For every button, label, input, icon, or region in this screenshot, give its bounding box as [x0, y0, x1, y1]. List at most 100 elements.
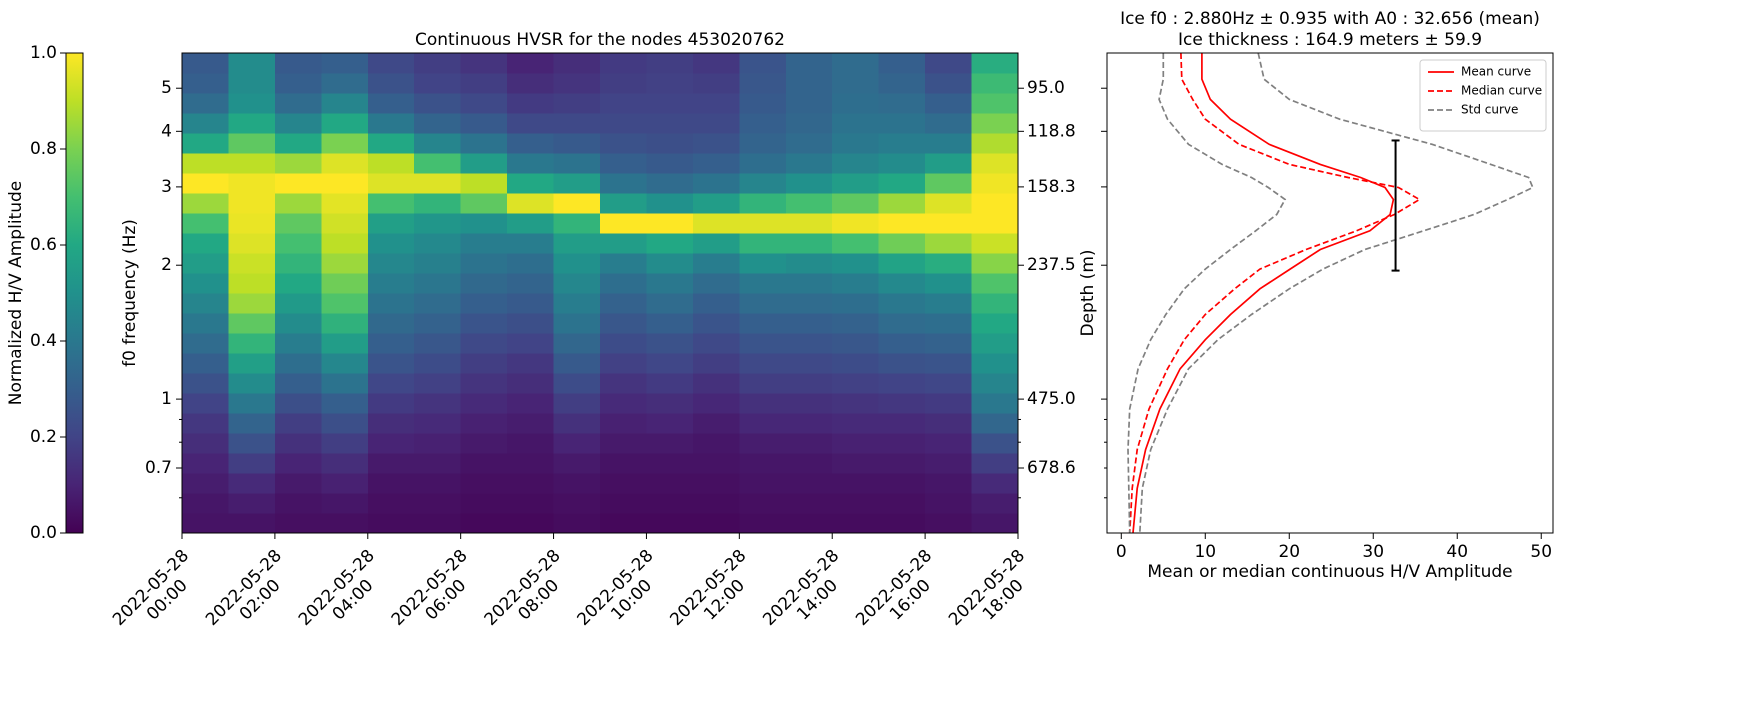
heatmap-cell — [878, 212, 926, 234]
heatmap-cell — [367, 333, 415, 354]
heatmap-cell — [739, 453, 787, 474]
heatmap-cell — [274, 353, 322, 374]
heatmap-cell — [414, 393, 462, 414]
heatmap-cell — [878, 413, 926, 434]
heatmap-cell — [182, 353, 230, 374]
heatmap-cell — [507, 92, 555, 114]
heatmap-cell — [832, 232, 880, 254]
heatmap-cell — [414, 152, 462, 174]
heatmap-cell — [367, 493, 415, 514]
heatmap-cell — [321, 333, 369, 354]
heatmap-cell — [182, 393, 230, 414]
heatmap-cell — [507, 512, 555, 534]
heatmap-cell — [600, 473, 648, 494]
heatmap-cell — [414, 293, 462, 314]
heatmap-cell — [925, 192, 973, 214]
heatmap-cell — [182, 132, 230, 154]
heatmap-cell — [600, 393, 648, 414]
heatmap-cell — [274, 373, 322, 394]
heatmap-cell — [600, 413, 648, 434]
heatmap-cell — [553, 333, 601, 354]
plot-frame — [1106, 52, 1554, 534]
heatmap-cell — [414, 53, 462, 74]
heatmap-cell — [274, 212, 322, 234]
heatmap-cell — [553, 53, 601, 74]
heatmap-cell — [785, 72, 833, 94]
x-axis-label: Mean or median continuous H/V Amplitude — [1147, 562, 1512, 582]
heatmap-cell — [182, 232, 230, 254]
heatmap-cell — [600, 212, 648, 234]
heatmap-cell — [460, 353, 508, 374]
heatmap-cell — [553, 293, 601, 314]
heatmap-cell — [182, 493, 230, 514]
heatmap-cell — [646, 92, 694, 114]
heatmap-cell — [367, 232, 415, 254]
heatmap-cell — [414, 253, 462, 274]
heatmap-cell — [971, 413, 1019, 434]
heatmap-cell — [925, 92, 973, 114]
heatmap-cell — [507, 253, 555, 274]
series-line — [1138, 52, 1534, 534]
heatmap-cell — [321, 212, 369, 234]
heatmap-cell — [646, 272, 694, 294]
heatmap-cell — [739, 253, 787, 274]
heatmap-cell — [600, 92, 648, 114]
heatmap-cell — [600, 172, 648, 194]
heatmap-cell — [971, 353, 1019, 374]
heatmap-cell — [878, 453, 926, 474]
heatmap-cell — [182, 433, 230, 454]
heatmap-cell — [785, 453, 833, 474]
heatmap-cell — [274, 313, 322, 334]
heatmap-cell — [414, 333, 462, 354]
heatmap-cell — [646, 293, 694, 314]
heatmap-cell — [785, 473, 833, 494]
heatmap-cell — [507, 152, 555, 174]
heatmap-cell — [228, 473, 276, 494]
legend-label: Median curve — [1461, 84, 1542, 98]
heatmap-cell — [971, 313, 1019, 334]
legend-label: Mean curve — [1461, 65, 1531, 79]
heatmap-cell — [553, 473, 601, 494]
heatmap-cell — [785, 373, 833, 394]
heatmap-cell — [274, 333, 322, 354]
chart-title: Ice thickness : 164.9 meters ± 59.9 — [1178, 30, 1482, 50]
heatmap-cell — [367, 433, 415, 454]
heatmap-cell — [507, 353, 555, 374]
heatmap-cell — [878, 493, 926, 514]
heatmap-cell — [507, 473, 555, 494]
heatmap-cell — [878, 393, 926, 414]
heatmap-cell — [646, 192, 694, 214]
heatmap-cell — [785, 333, 833, 354]
legend-label: Std curve — [1461, 103, 1518, 117]
heatmap-cell — [367, 512, 415, 534]
heatmap-cell — [785, 433, 833, 454]
heatmap-cell — [925, 253, 973, 274]
heatmap-cell — [553, 232, 601, 254]
heatmap-cell — [228, 453, 276, 474]
heatmap-cell — [600, 53, 648, 74]
heatmap-cell — [553, 212, 601, 234]
heatmap-cell — [228, 72, 276, 94]
heatmap-cell — [507, 453, 555, 474]
heatmap-cell — [367, 473, 415, 494]
heatmap-cell — [785, 232, 833, 254]
heatmap-cell — [832, 473, 880, 494]
heatmap-cell — [600, 192, 648, 214]
heatmap-cell — [646, 132, 694, 154]
heatmap-cell — [971, 393, 1019, 414]
heatmap-cell — [878, 272, 926, 294]
heatmap-cell — [785, 92, 833, 114]
heatmap-cell — [507, 212, 555, 234]
heatmap-cell — [878, 192, 926, 214]
heatmap-cell — [785, 313, 833, 334]
heatmap-cell — [507, 333, 555, 354]
heatmap-cell — [367, 112, 415, 134]
heatmap-cell — [460, 232, 508, 254]
heatmap-cell — [274, 53, 322, 74]
heatmap-cell — [600, 313, 648, 334]
heatmap-cell — [925, 453, 973, 474]
heatmap-cell — [414, 172, 462, 194]
heatmap-cell — [878, 313, 926, 334]
heatmap-cell — [274, 393, 322, 414]
